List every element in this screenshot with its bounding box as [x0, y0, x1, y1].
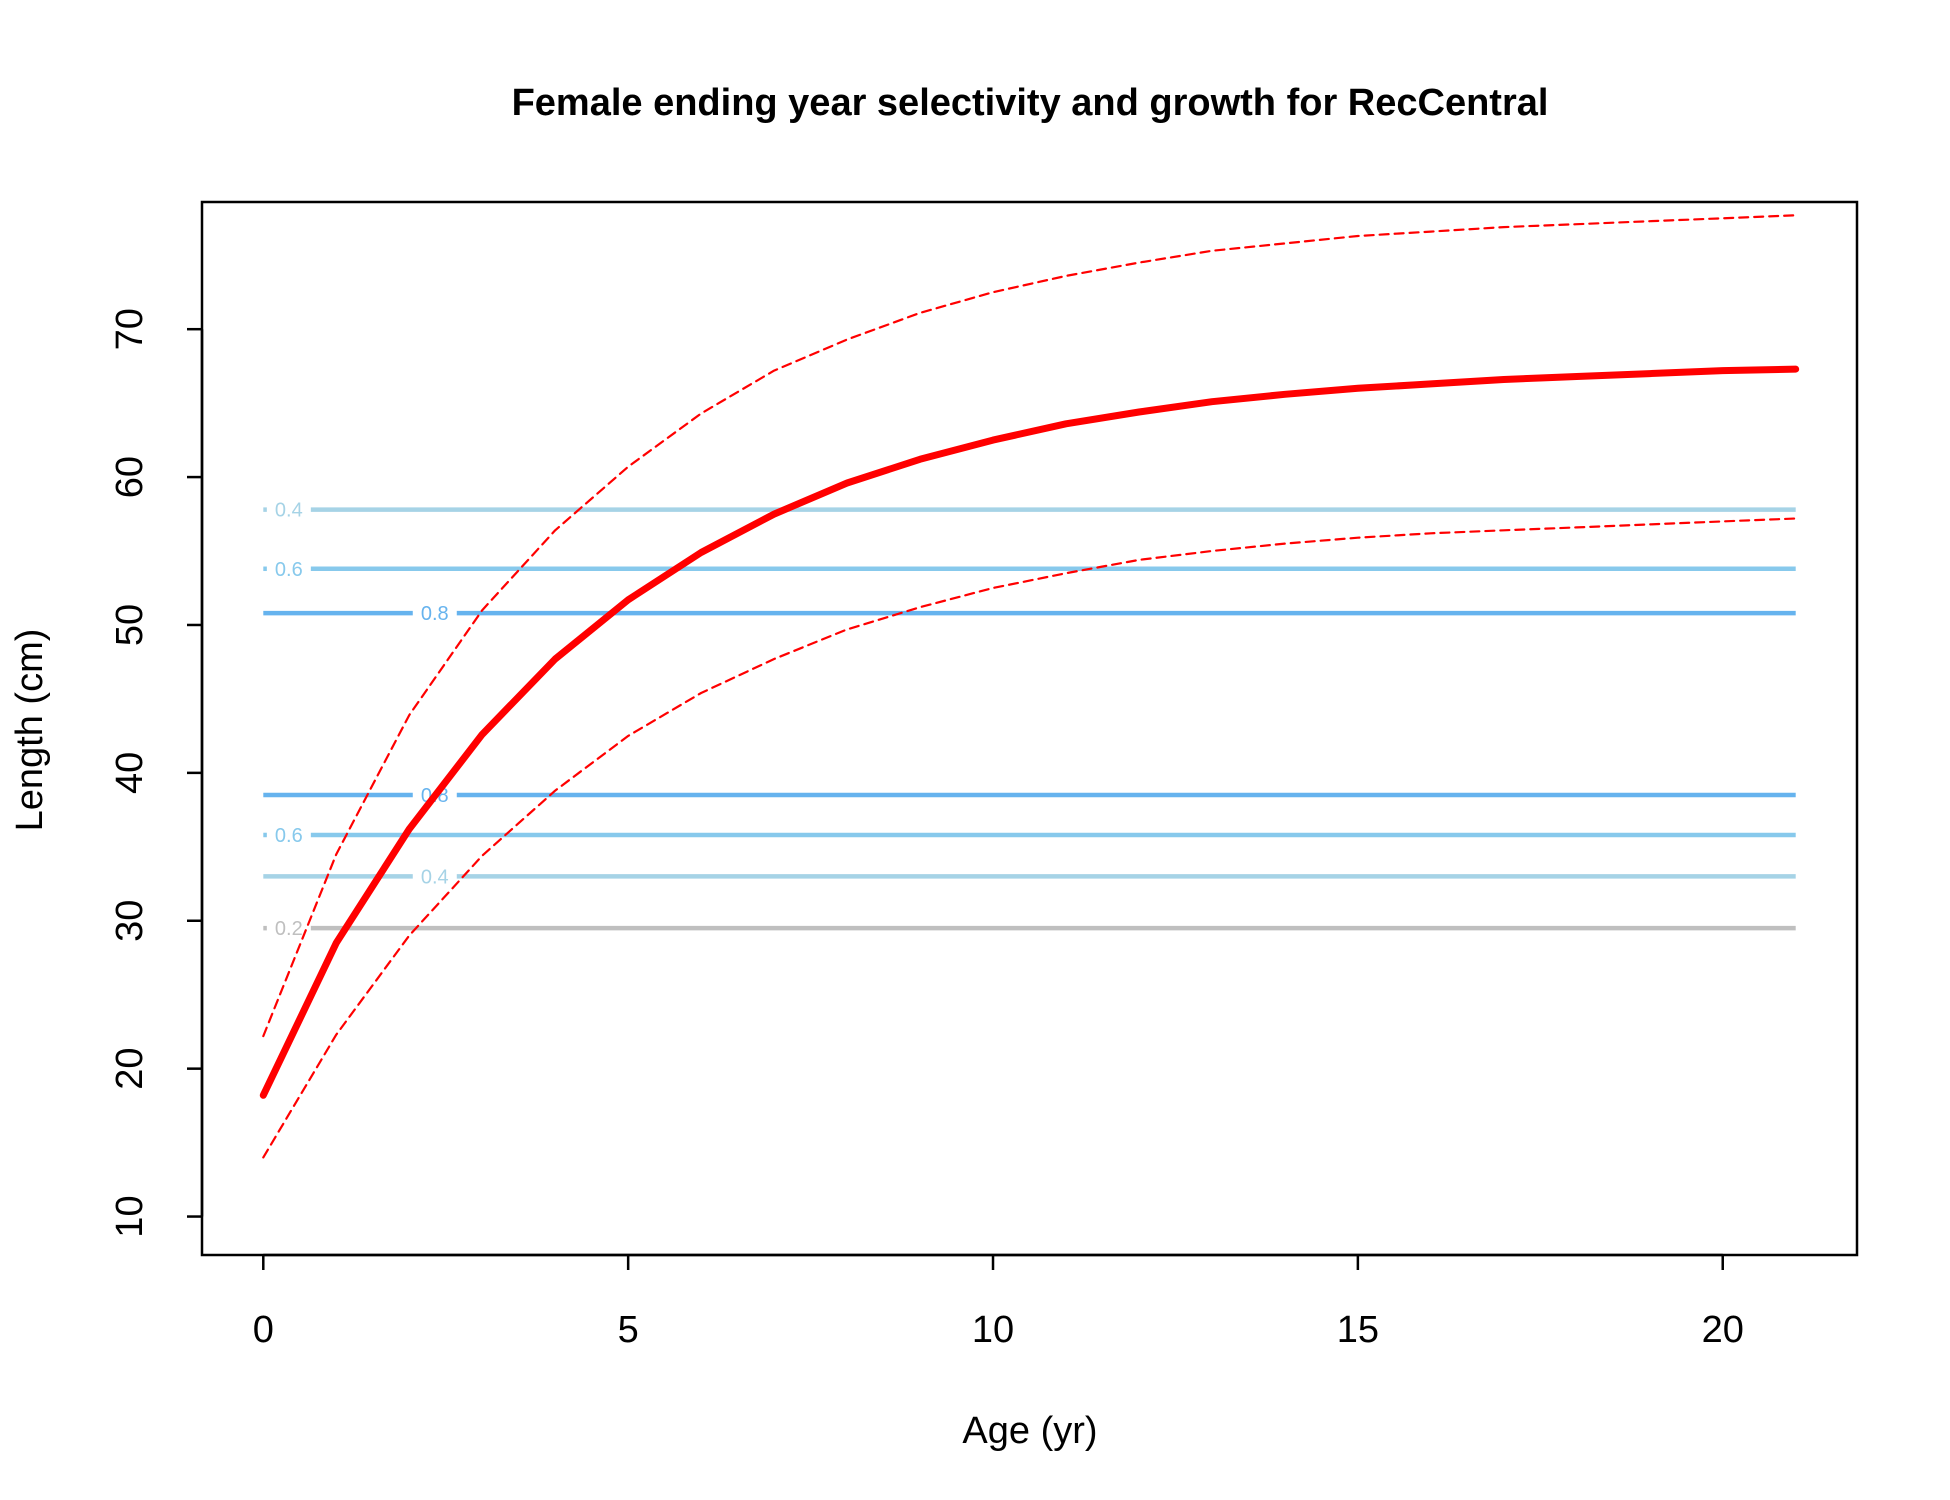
y-tick-label: 10	[109, 1195, 151, 1237]
y-axis-label: Length (cm)	[9, 629, 51, 832]
selectivity-contour-label: 0.4	[275, 500, 303, 522]
y-tick-label: 70	[109, 308, 151, 350]
selectivity-contour-label: 0.6	[275, 559, 303, 581]
y-tick-label: 40	[109, 752, 151, 794]
upper-interval-line	[262, 214, 1797, 1038]
chart-title: Female ending year selectivity and growt…	[512, 82, 1549, 124]
y-tick-label: 20	[109, 1048, 151, 1090]
y-tick-label: 50	[109, 604, 151, 646]
lower-interval-line	[262, 517, 1797, 1159]
x-tick-label: 20	[1702, 1309, 1744, 1351]
plot-frame	[200, 200, 1859, 1257]
x-tick-label: 5	[618, 1309, 639, 1351]
x-axis: 0 5 10 15 20	[253, 1253, 1744, 1351]
y-tick-label: 30	[109, 900, 151, 942]
selectivity-contour-label: 0.2	[275, 918, 303, 940]
selectivity-contour-label: 0.6	[275, 825, 303, 847]
x-tick-label: 10	[972, 1309, 1014, 1351]
y-axis: 10 20 30 40 50 60 70	[109, 308, 204, 1238]
mean-length-line	[259, 365, 1800, 1099]
selectivity-contour-label: 0.4	[421, 866, 449, 888]
x-tick-label: 0	[253, 1309, 274, 1351]
selectivity-contours: 0.40.60.80.80.60.40.2	[263, 500, 1796, 940]
x-tick-label: 15	[1337, 1309, 1379, 1351]
selectivity-contour-label: 0.8	[421, 603, 449, 625]
growth-series	[259, 214, 1800, 1159]
y-tick-label: 60	[109, 456, 151, 498]
x-axis-label: Age (yr)	[962, 1410, 1097, 1452]
